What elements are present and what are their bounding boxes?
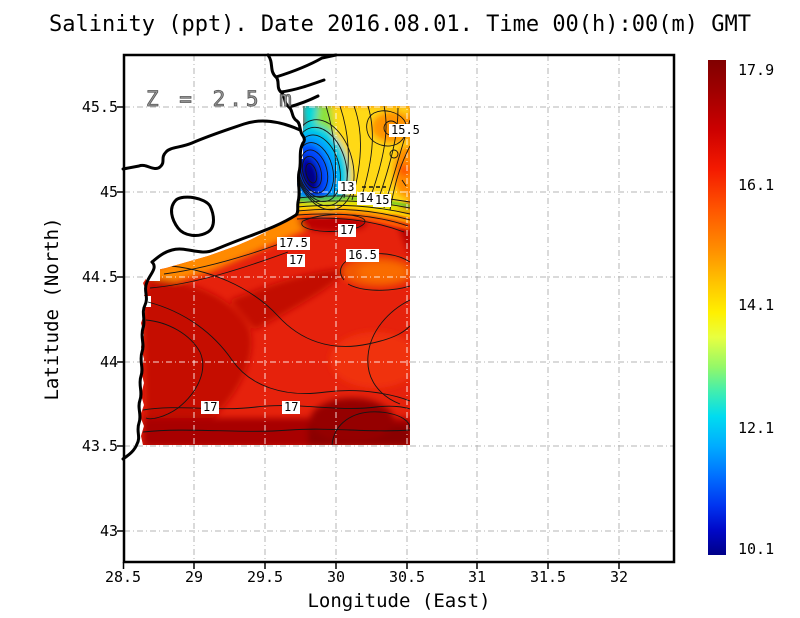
plot-title: Salinity (ppt). Date 2016.08.01. Time 00… xyxy=(49,12,751,37)
contour-label: 15.5 xyxy=(389,123,422,137)
colorbar-tick-17-9: 17.9 xyxy=(738,61,775,79)
contour-label: 17 xyxy=(201,400,220,414)
contour-label: 17 xyxy=(338,223,357,237)
depth-annotation: Z = 2.5 m xyxy=(146,87,296,112)
contour-label: 17 xyxy=(282,400,301,414)
x-tick-31-5: 31.5 xyxy=(529,568,567,586)
y-tick-45-5: 45.5 xyxy=(81,98,118,116)
x-tick-28-5: 28.5 xyxy=(104,568,142,586)
x-tick-31: 31 xyxy=(467,568,487,586)
colorbar xyxy=(708,60,726,555)
salinity-field xyxy=(140,106,410,445)
y-tick-44: 44 xyxy=(99,353,118,371)
y-tick-45: 45 xyxy=(99,183,118,201)
axis-ticks xyxy=(117,106,620,569)
x-tick-30-5: 30.5 xyxy=(388,568,426,586)
coastline xyxy=(121,53,338,461)
contour-label: 14 xyxy=(357,191,376,205)
x-tick-29: 29 xyxy=(184,568,204,586)
salinity-front xyxy=(294,196,410,230)
contour-label: 16.5 xyxy=(346,248,379,262)
plot-frame xyxy=(122,53,676,564)
x-tick-29-5: 29.5 xyxy=(246,568,284,586)
contour-label: 17.5 xyxy=(277,236,310,250)
colorbar-tick-16-1: 16.1 xyxy=(738,176,775,194)
x-axis-title: Longitude (East) xyxy=(307,590,491,612)
colorbar-tick-12-1: 12.1 xyxy=(738,419,775,437)
contour-label: 17 xyxy=(287,253,306,267)
contour-label: 13 xyxy=(338,180,357,194)
colorbar-tick-14-1: 14.1 xyxy=(738,296,775,314)
y-tick-43-5: 43.5 xyxy=(81,437,118,455)
x-tick-30: 30 xyxy=(326,568,346,586)
x-tick-32: 32 xyxy=(609,568,629,586)
y-tick-43: 43 xyxy=(99,522,118,540)
colorbar-tick-10-1: 10.1 xyxy=(738,540,775,558)
contour-label: 15 xyxy=(373,193,392,207)
y-tick-44-5: 44.5 xyxy=(81,268,118,286)
y-axis-title: Latitude (North) xyxy=(41,217,63,401)
